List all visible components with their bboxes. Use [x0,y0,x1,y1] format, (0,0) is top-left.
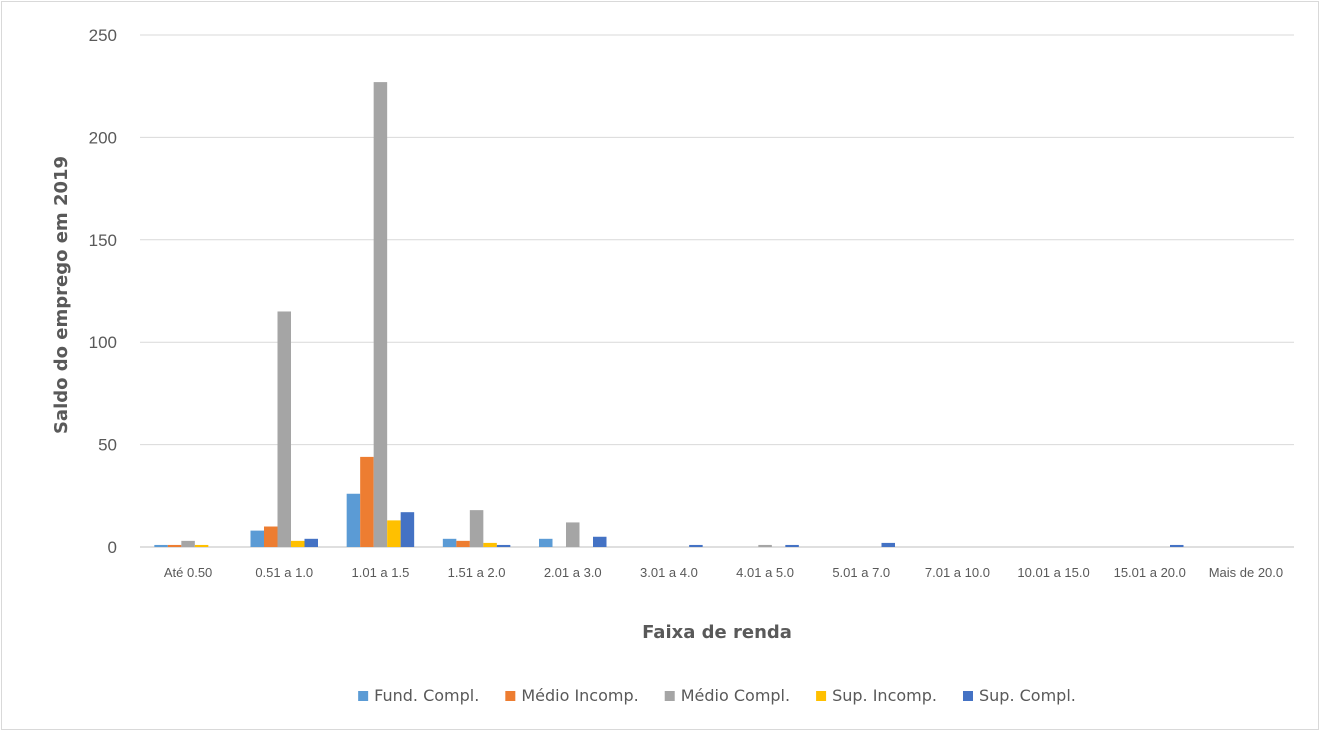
legend-swatch [665,691,675,701]
y-tick-label: 250 [89,26,117,45]
bar [387,520,401,547]
legend-label: Fund. Compl. [374,686,479,705]
legend-swatch [505,691,515,701]
gridlines [140,35,1294,547]
bar [882,543,896,547]
legend-item: Fund. Compl. [358,686,479,705]
y-tick-label: 200 [89,128,117,147]
bar [305,539,319,547]
legend: Fund. Compl. Médio Incomp. Médio Compl. Sup… [358,686,1076,705]
y-axis-title: Saldo do emprego em 2019 [51,156,72,434]
y-tick-label: 100 [89,333,117,352]
bar [443,539,457,547]
x-tick-label: 7.01 a 10.0 [925,565,990,580]
bar [401,512,415,547]
bar [1170,545,1184,547]
y-tick-label: 50 [98,436,117,455]
bar [251,531,265,547]
bar [758,545,772,547]
bar [195,545,209,547]
bar [278,311,292,547]
bar [291,541,305,547]
bar [347,494,361,547]
bar [539,539,553,547]
legend-item: Médio Incomp. [505,686,638,705]
legend-item: Sup. Compl. [963,686,1076,705]
legend-label: Médio Compl. [681,686,790,705]
bar [689,545,703,547]
x-tick-label: 5.01 a 7.0 [832,565,890,580]
x-tick-labels: Até 0.50 0.51 a 1.0 1.01 a 1.5 1.51 a 2.0 2.… [164,565,1283,580]
y-tick-labels: 0 50 100 150 200 250 [89,26,117,557]
x-tick-label: Até 0.50 [164,565,212,580]
bar [360,457,374,547]
bar [497,545,511,547]
legend-swatch [816,691,826,701]
bar [181,541,195,547]
bar [483,543,497,547]
bar [456,541,470,547]
x-tick-label: 2.01 a 3.0 [544,565,602,580]
y-tick-label: 0 [108,538,117,557]
x-tick-label: Mais de 20.0 [1209,565,1283,580]
x-tick-label: 4.01 a 5.0 [736,565,794,580]
legend-label: Sup. Compl. [979,686,1076,705]
bar [785,545,799,547]
bar [264,527,278,547]
legend-label: Sup. Incomp. [832,686,937,705]
y-tick-label: 150 [89,231,117,250]
legend-swatch [963,691,973,701]
legend-item: Médio Compl. [665,686,790,705]
legend-label: Médio Incomp. [521,686,638,705]
bar [374,82,388,547]
bars [154,82,1183,547]
x-axis-title: Faixa de renda [642,622,792,643]
bar [154,545,168,547]
legend-item: Sup. Incomp. [816,686,937,705]
bar [168,545,182,547]
x-tick-label: 10.01 a 15.0 [1017,565,1089,580]
x-tick-label: 3.01 a 4.0 [640,565,698,580]
x-tick-label: 0.51 a 1.0 [255,565,313,580]
bar [566,522,580,547]
x-tick-label: 1.01 a 1.5 [352,565,410,580]
x-tick-label: 15.01 a 20.0 [1114,565,1186,580]
legend-swatch [358,691,368,701]
bar [593,537,607,547]
bar [470,510,484,547]
x-tick-label: 1.51 a 2.0 [448,565,506,580]
